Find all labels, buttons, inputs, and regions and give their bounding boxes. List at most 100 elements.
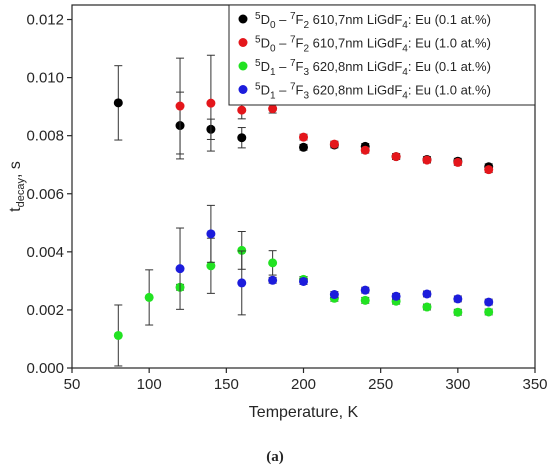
data-point	[329, 139, 339, 149]
data-point	[144, 292, 154, 302]
data-point	[175, 264, 185, 274]
legend-label-sub3: 4	[402, 20, 408, 31]
legend-label-sup2: 7	[290, 11, 296, 22]
data-point	[113, 98, 123, 108]
data-point	[237, 133, 247, 143]
data-point	[360, 145, 370, 155]
data-point	[268, 104, 278, 114]
data-point	[453, 307, 463, 317]
legend-label-dash: –	[276, 36, 290, 51]
legend-label-sub3: 4	[402, 91, 408, 102]
legend-label-tr2: F	[296, 12, 304, 27]
data-point	[268, 275, 278, 285]
legend-label: 5D0 – 7F2 610,7nm LiGdF4: Eu (1.0 at.%)	[255, 35, 491, 55]
legend-label-sub1: 1	[270, 67, 276, 78]
y-tick-label: 0.002	[26, 302, 64, 319]
y-tick-label: 0.010	[26, 70, 64, 87]
series-3	[113, 231, 494, 367]
x-tick-label: 300	[445, 376, 470, 393]
legend-label-sub3: 4	[402, 67, 408, 78]
legend-label-tr1: D	[261, 59, 270, 74]
legend-label-sub2: 2	[304, 44, 310, 55]
legend: 5D0 – 7F2 610,7nm LiGdF4: Eu (0.1 at.%)5…	[228, 4, 536, 106]
legend-label: 5D1 – 7F3 620,8nm LiGdF4: Eu (1.0 at.%)	[255, 82, 491, 102]
legend-marker	[238, 38, 248, 47]
data-point	[113, 330, 123, 340]
data-point	[453, 157, 463, 167]
legend-label-tr1: D	[261, 36, 270, 51]
data-point	[422, 155, 432, 165]
x-tick-label: 150	[214, 376, 239, 393]
legend-label-sub2: 3	[304, 67, 310, 78]
x-tick-label: 200	[291, 376, 316, 393]
x-tick-label: 100	[137, 376, 162, 393]
legend-label: 5D0 – 7F2 610,7nm LiGdF4: Eu (0.1 at.%)	[255, 11, 491, 31]
legend-label-rest1: 610,7nm LiGdF	[309, 12, 402, 27]
data-point	[422, 302, 432, 312]
data-point	[484, 165, 494, 175]
figure-caption: (a)	[266, 449, 284, 465]
legend-entry-3: 5D1 – 7F3 620,8nm LiGdF4: Eu (0.1 at.%)	[238, 58, 491, 78]
legend-label-sub1: 0	[270, 20, 276, 31]
data-point	[422, 289, 432, 299]
legend-label-sub3: 4	[402, 44, 408, 55]
data-point	[391, 291, 401, 301]
data-point	[360, 285, 370, 295]
legend-marker	[238, 85, 248, 94]
y-tick-label: 0.004	[26, 244, 64, 261]
data-point	[237, 278, 247, 288]
data-point	[206, 98, 216, 108]
data-points-layer	[113, 54, 494, 367]
data-point	[206, 261, 216, 271]
legend-box	[228, 4, 536, 106]
data-point	[206, 229, 216, 239]
legend-label-sup1: 5	[255, 58, 261, 69]
legend-label-tr1: D	[261, 83, 270, 98]
x-tick-label: 250	[368, 376, 393, 393]
y-axis-title: tdecay, s	[7, 161, 27, 212]
legend-label-sub1: 1	[270, 91, 276, 102]
y-tick-label: 0.012	[26, 12, 64, 29]
legend-label-sup2: 7	[290, 82, 296, 93]
legend-label-dash: –	[276, 59, 290, 74]
data-point	[237, 105, 247, 115]
legend-label-sup1: 5	[255, 35, 261, 46]
legend-label: 5D1 – 7F3 620,8nm LiGdF4: Eu (0.1 at.%)	[255, 58, 491, 78]
data-point	[299, 276, 308, 286]
legend-label-sup1: 5	[255, 82, 261, 93]
y-axis-title-main: t	[7, 207, 24, 212]
legend-entry-4: 5D1 – 7F3 620,8nm LiGdF4: Eu (1.0 at.%)	[238, 82, 491, 102]
series-4	[175, 204, 494, 316]
y-tick-label: 0.008	[26, 128, 64, 145]
data-point	[299, 132, 308, 142]
data-point	[268, 258, 278, 268]
x-tick-label: 50	[64, 376, 81, 393]
legend-entry-2: 5D0 – 7F2 610,7nm LiGdF4: Eu (1.0 at.%)	[238, 35, 491, 55]
data-point	[299, 142, 308, 152]
legend-label-dash: –	[276, 12, 290, 27]
legend-label-sup2: 7	[290, 58, 296, 69]
series-2	[175, 54, 494, 175]
legend-marker	[238, 14, 248, 24]
legend-label-sub2: 3	[304, 91, 310, 102]
legend-label-rest2: : Eu (1.0 at.%)	[408, 36, 491, 51]
legend-label-rest1: 610,7nm LiGdF	[309, 36, 402, 51]
data-point	[237, 245, 247, 255]
legend-label-dash: –	[276, 83, 290, 98]
data-point	[484, 307, 494, 317]
y-tick-label: 0.006	[26, 186, 64, 203]
data-point	[360, 295, 370, 305]
legend-label-tr2: F	[296, 83, 304, 98]
legend-label-sub1: 0	[270, 44, 276, 55]
legend-label-rest2: : Eu (0.1 at.%)	[408, 59, 491, 74]
y-axis-title-unit: , s	[7, 161, 24, 178]
legend-label-rest1: 620,8nm LiGdF	[309, 59, 402, 74]
legend-label-tr2: F	[296, 59, 304, 74]
legend-label-rest1: 620,8nm LiGdF	[309, 83, 402, 98]
legend-label-rest2: : Eu (1.0 at.%)	[408, 83, 491, 98]
legend-entry-1: 5D0 – 7F2 610,7nm LiGdF4: Eu (0.1 at.%)	[238, 11, 491, 31]
legend-label-rest2: : Eu (0.1 at.%)	[408, 12, 491, 27]
legend-label-sup2: 7	[290, 35, 296, 46]
